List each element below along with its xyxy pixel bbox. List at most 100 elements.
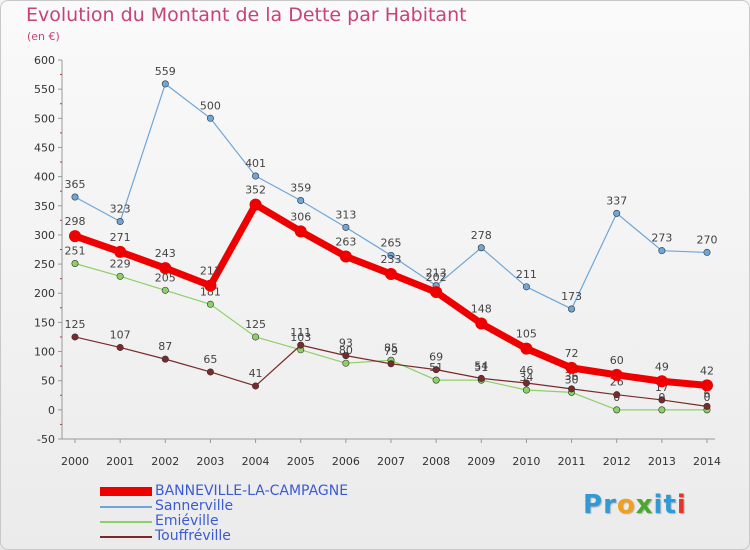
logo-letter: P <box>583 490 604 520</box>
logo-letter: t <box>663 490 677 520</box>
x-tick-label: 2000 <box>61 455 89 468</box>
series-point <box>116 272 124 280</box>
data-label: 233 <box>381 253 402 266</box>
data-label: 263 <box>335 235 356 248</box>
series-point <box>252 172 260 180</box>
series-point <box>342 359 350 367</box>
data-label: 54 <box>474 359 488 372</box>
x-tick-label: 2009 <box>467 455 495 468</box>
data-label: 559 <box>155 65 176 78</box>
legend-swatch-emieville <box>100 521 152 523</box>
x-tick-label: 2010 <box>512 455 540 468</box>
x-tick-label: 2011 <box>558 455 586 468</box>
data-label: 359 <box>290 182 311 195</box>
series-point <box>387 251 395 259</box>
data-label: 85 <box>384 341 398 354</box>
x-tick-label: 2012 <box>603 455 631 468</box>
data-label: 87 <box>158 340 172 353</box>
series-point <box>568 305 576 313</box>
data-label: 80 <box>339 344 353 357</box>
data-label: 125 <box>65 318 86 331</box>
series-point <box>252 333 260 341</box>
data-label: 42 <box>700 364 714 377</box>
data-label: 51 <box>474 361 488 374</box>
series-point <box>703 248 711 256</box>
y-tick-label: 300 <box>34 229 55 242</box>
data-label: 36 <box>565 370 579 383</box>
chart-subtitle: (en €) <box>27 30 60 43</box>
data-label: 352 <box>245 184 266 197</box>
series-point <box>161 355 169 363</box>
data-label: 306 <box>290 210 311 223</box>
data-label: 0 <box>704 391 711 404</box>
series-point <box>342 352 350 360</box>
series-point <box>206 114 214 122</box>
series-point <box>114 245 127 258</box>
data-label: 202 <box>426 271 447 284</box>
proxiti-logo: Proxiti <box>583 490 687 520</box>
data-label: 65 <box>203 353 217 366</box>
series-point <box>69 230 81 243</box>
series-point <box>658 406 666 414</box>
logo-letter: i <box>653 490 664 520</box>
data-label: 313 <box>335 208 356 221</box>
series-point <box>613 406 621 414</box>
data-label: 173 <box>561 290 582 303</box>
series-point <box>297 341 305 349</box>
data-label: 105 <box>516 328 537 341</box>
data-label: 107 <box>110 328 131 341</box>
logo-letter: o <box>616 490 636 520</box>
y-tick-label: 600 <box>34 54 55 67</box>
data-label: 265 <box>381 236 402 249</box>
data-label: 111 <box>290 326 311 339</box>
data-label: 278 <box>471 229 492 242</box>
series-point <box>703 402 711 410</box>
y-tick-label: -50 <box>37 433 55 446</box>
x-tick-label: 2005 <box>287 455 315 468</box>
data-label: 148 <box>471 303 492 316</box>
series-point <box>477 374 485 382</box>
legend-label-banneville: BANNEVILLE-LA-CAMPAGNE <box>155 483 349 499</box>
series-point <box>658 396 666 404</box>
series-point <box>71 333 79 341</box>
data-label: 213 <box>426 267 447 280</box>
legend-label-touffreville: Touffréville <box>155 528 231 544</box>
data-label: 34 <box>519 371 533 384</box>
data-label: 500 <box>200 99 221 112</box>
series-point <box>430 286 443 299</box>
series-point <box>475 317 488 330</box>
data-label: 69 <box>429 351 443 364</box>
series-point <box>161 80 169 88</box>
logo-letter: x <box>635 490 654 520</box>
series-point <box>701 379 713 392</box>
series-point <box>116 218 124 226</box>
series-point <box>613 391 621 399</box>
data-label: 251 <box>65 244 86 257</box>
logo-letter: r <box>603 490 617 520</box>
series-point <box>385 267 397 280</box>
data-label: 229 <box>110 257 131 270</box>
x-tick-label: 2003 <box>196 455 224 468</box>
legend-swatch-banneville <box>100 487 152 496</box>
y-tick-label: 250 <box>34 258 55 271</box>
series-point <box>249 198 262 211</box>
x-tick-label: 2007 <box>377 455 405 468</box>
data-label: 79 <box>384 345 398 358</box>
series-point <box>655 375 668 388</box>
data-label: 270 <box>697 233 718 246</box>
legend-swatch-touffreville <box>100 536 152 538</box>
data-label: 401 <box>245 157 266 170</box>
series-point <box>522 386 530 394</box>
data-label: 181 <box>200 285 221 298</box>
y-tick-label: 450 <box>34 141 55 154</box>
data-label: 337 <box>606 194 627 207</box>
y-tick-label: 500 <box>34 112 55 125</box>
x-tick-label: 2013 <box>648 455 676 468</box>
chart-title: Evolution du Montant de la Dette par Hab… <box>26 4 467 26</box>
series-point <box>206 300 214 308</box>
data-label: 213 <box>200 265 221 278</box>
series-point <box>432 376 440 384</box>
logo-letter: i <box>676 490 687 520</box>
